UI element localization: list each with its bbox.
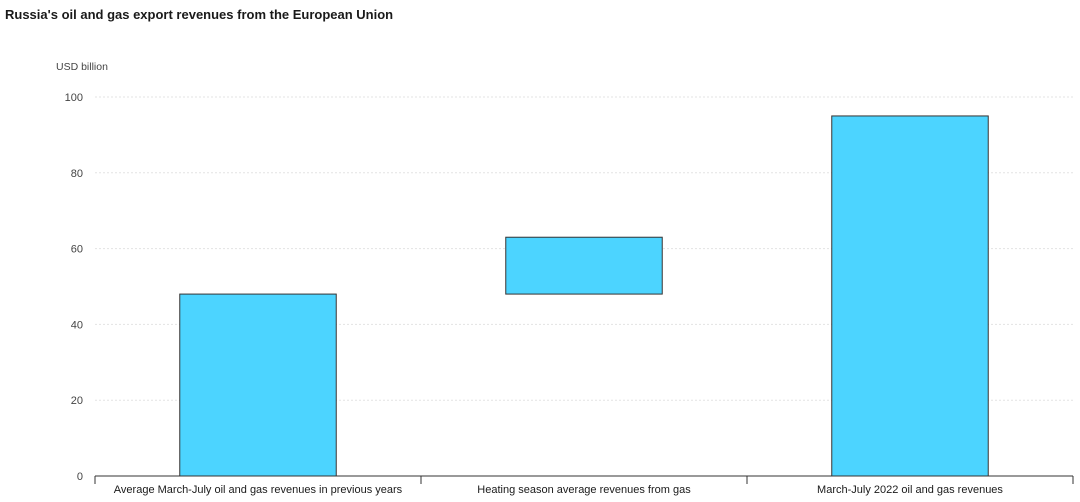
y-tick-label: 40: [71, 319, 83, 331]
labels: USD billion 0 20 40 60 80 100 Average March-Jul…: [56, 61, 1003, 496]
x-category-label: March-July 2022 oil and gas revenues: [817, 484, 1003, 496]
bar: [179, 293, 337, 477]
y-axis-unit-label: USD billion: [56, 61, 108, 73]
y-tick-label: 100: [65, 92, 83, 104]
x-category-label: Heating season average revenues from gas: [477, 484, 691, 496]
chart-title: Russia's oil and gas export revenues fro…: [5, 7, 394, 22]
bar: [831, 115, 989, 477]
bar: [505, 236, 663, 295]
y-tick-label: 20: [71, 395, 83, 407]
y-tick-label: 0: [77, 471, 83, 483]
x-axis: [94, 475, 1074, 484]
bars: [179, 115, 989, 477]
y-tick-label: 80: [71, 168, 83, 180]
y-tick-label: 60: [71, 244, 83, 256]
x-category-label: Average March-July oil and gas revenues …: [114, 484, 403, 496]
